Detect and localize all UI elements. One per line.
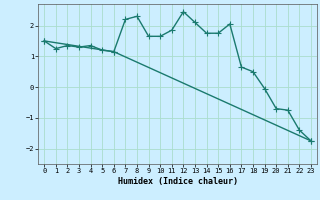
- X-axis label: Humidex (Indice chaleur): Humidex (Indice chaleur): [118, 177, 238, 186]
